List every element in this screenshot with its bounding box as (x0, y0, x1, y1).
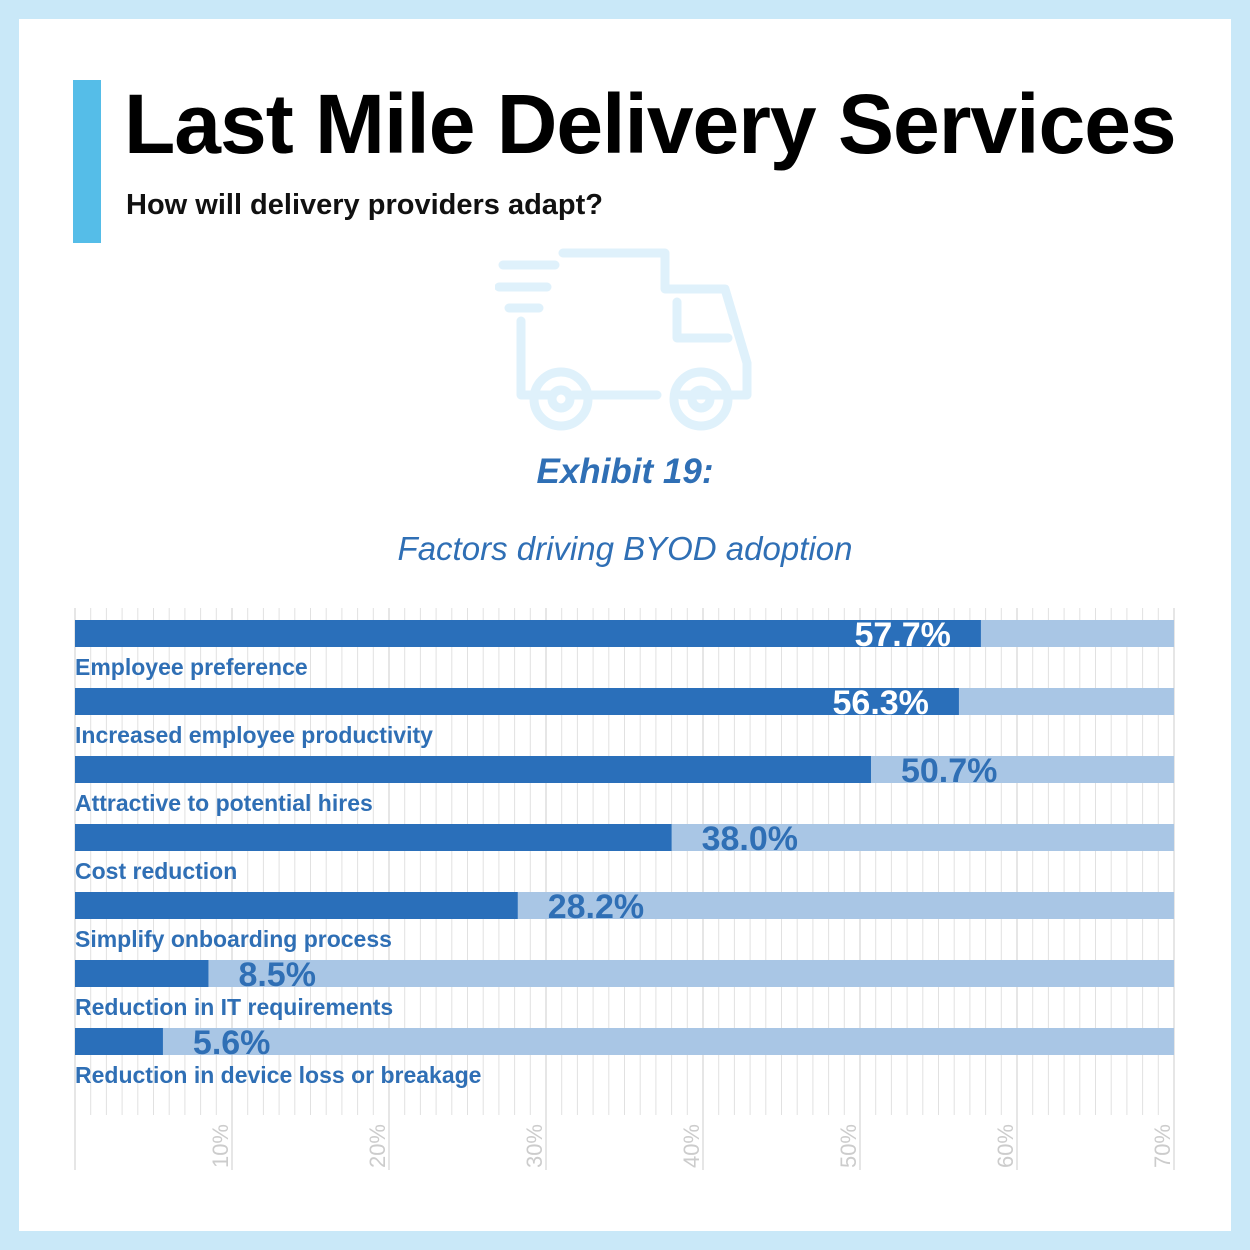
x-tick-label-20: 20% (365, 1124, 390, 1168)
bar-1 (75, 620, 981, 647)
bar-6 (75, 960, 209, 987)
value-label-3: 50.7% (901, 752, 997, 790)
category-label-6: Reduction in IT requirements (75, 994, 393, 1020)
bar-track-6 (75, 960, 1174, 987)
category-label-1: Employee preference (75, 654, 308, 680)
bar-track-7 (75, 1028, 1174, 1055)
x-tick-label-60: 60% (993, 1124, 1018, 1168)
bar-4 (75, 824, 672, 851)
category-label-3: Attractive to potential hires (75, 790, 373, 816)
category-label-4: Cost reduction (75, 858, 237, 884)
page-title: Last Mile Delivery Services (124, 77, 1177, 171)
x-tick-label-30: 30% (522, 1124, 547, 1168)
bar-2 (75, 688, 959, 715)
title-accent-bar (73, 80, 101, 243)
x-tick-label-50: 50% (836, 1124, 861, 1168)
value-label-7: 5.6% (193, 1024, 270, 1062)
page-subtitle: How will delivery providers adapt? (126, 189, 604, 221)
value-label-5: 28.2% (548, 888, 644, 926)
value-label-1: 57.7% (854, 616, 950, 654)
category-label-2: Increased employee productivity (75, 722, 433, 748)
category-label-7: Reduction in device loss or breakage (75, 1062, 481, 1088)
value-label-6: 8.5% (238, 956, 316, 994)
value-label-2: 56.3% (833, 684, 929, 722)
x-tick-label-40: 40% (679, 1124, 704, 1168)
delivery-truck-icon (495, 248, 752, 431)
exhibit-label: Exhibit 19: (536, 452, 714, 491)
value-label-4: 38.0% (702, 820, 798, 858)
chart-title: Factors driving BYOD adoption (397, 530, 853, 567)
bar-7 (75, 1028, 163, 1055)
x-tick-label-70: 70% (1150, 1124, 1175, 1168)
x-tick-label-10: 10% (208, 1124, 233, 1168)
bar-3 (75, 756, 871, 783)
category-label-5: Simplify onboarding process (75, 926, 392, 952)
bar-5 (75, 892, 518, 919)
